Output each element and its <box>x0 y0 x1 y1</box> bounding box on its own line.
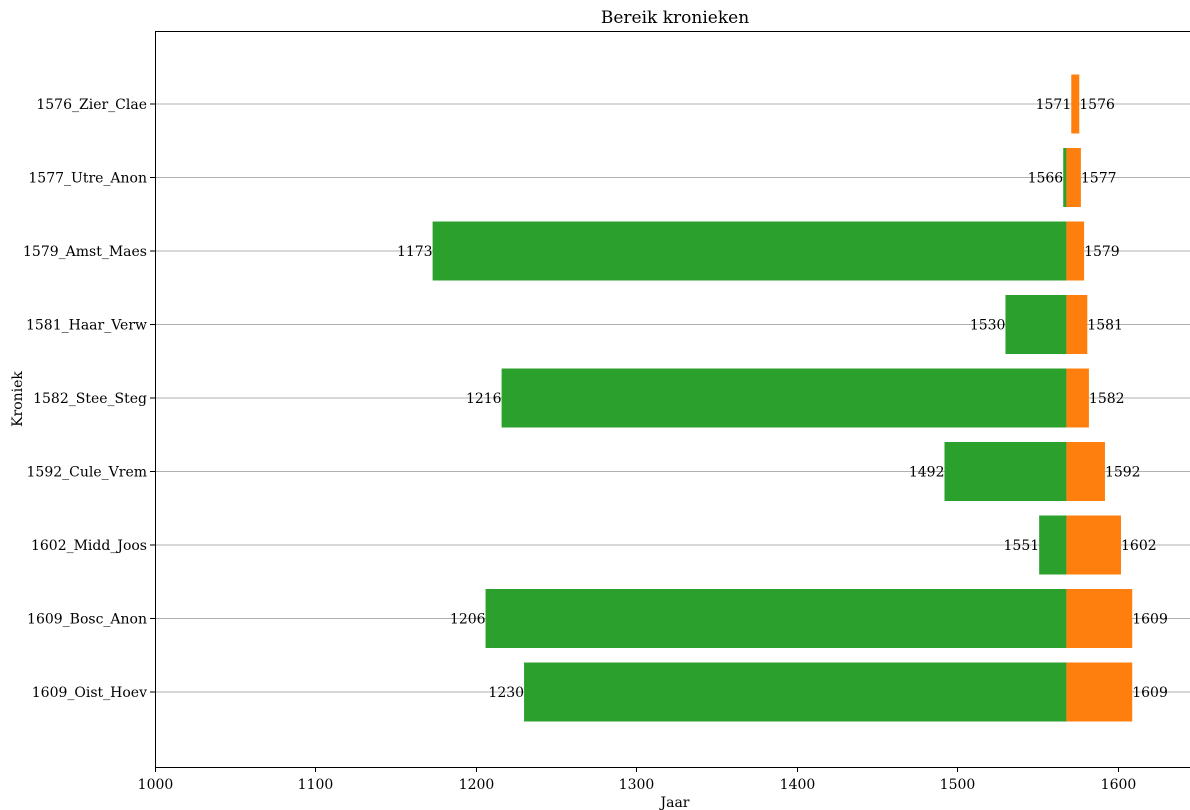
bar-segment-before <box>501 368 1067 428</box>
bar-segment-after <box>1071 74 1080 134</box>
bar-segment-before <box>524 662 1067 722</box>
start-year-label: 1551 <box>1004 538 1040 554</box>
end-year-label: 1576 <box>1079 97 1115 113</box>
bar-segment-after <box>1066 221 1085 281</box>
bar-segment-after <box>1066 589 1133 648</box>
x-tick-label: 1300 <box>619 777 655 793</box>
y-tick-label: 1592_Cule_Vrem <box>27 465 147 481</box>
bar-segment-after <box>1066 368 1089 428</box>
start-year-label: 1230 <box>488 685 524 701</box>
bar-segment-before <box>1063 148 1067 207</box>
ticks: 1000 1100 1200 1300 1400 1500 1600 1576_Zier_Cl… <box>23 97 1136 793</box>
end-year-label: 1609 <box>1132 612 1168 628</box>
bar-segment-before <box>485 589 1067 648</box>
end-year-label: 1581 <box>1087 318 1123 334</box>
y-axis-label: Kroniek <box>10 371 26 427</box>
y-tick-label: 1577_Utre_Anon <box>28 171 147 187</box>
chart-title: Bereik kronieken <box>601 8 749 28</box>
x-tick-label: 1200 <box>459 777 495 793</box>
x-tick-label: 1600 <box>1101 777 1137 793</box>
bar-segment-before <box>1005 295 1067 354</box>
bar-segment-after <box>1066 295 1088 354</box>
end-year-label: 1577 <box>1081 171 1117 187</box>
y-tick-label: 1609_Oist_Hoev <box>32 685 147 701</box>
x-tick-label: 1100 <box>298 777 334 793</box>
data-labels: 1571 1576 1566 1577 1173 1579 1530 1581 1216 1582… <box>397 97 1168 701</box>
start-year-label: 1571 <box>1036 97 1072 113</box>
y-tick-label: 1609_Bosc_Anon <box>27 612 147 628</box>
end-year-label: 1582 <box>1089 391 1125 407</box>
bar-segment-after <box>1066 442 1105 501</box>
end-year-label: 1609 <box>1132 685 1168 701</box>
start-year-label: 1566 <box>1028 171 1064 187</box>
y-tick-label: 1602_Midd_Joos <box>31 538 147 554</box>
end-year-label: 1579 <box>1084 244 1120 260</box>
x-axis-label: Jaar <box>659 795 690 810</box>
start-year-label: 1216 <box>466 391 502 407</box>
x-tick-label: 1000 <box>138 777 174 793</box>
y-tick-label: 1576_Zier_Clae <box>36 97 147 113</box>
start-year-label: 1206 <box>450 612 486 628</box>
bar-segment-before <box>1039 515 1067 575</box>
bar-segment-after <box>1066 662 1133 722</box>
y-tick-label: 1581_Haar_Verw <box>26 318 147 334</box>
end-year-label: 1592 <box>1105 465 1141 481</box>
y-tick-label: 1579_Amst_Maes <box>23 244 147 260</box>
start-year-label: 1530 <box>970 318 1006 334</box>
bars <box>432 74 1133 722</box>
axes <box>155 31 1190 768</box>
end-year-label: 1602 <box>1121 538 1157 554</box>
y-tick-label: 1582_Stee_Steg <box>33 391 147 407</box>
start-year-label: 1173 <box>397 244 433 260</box>
x-tick-label: 1500 <box>940 777 976 793</box>
bar-segment-after <box>1066 515 1121 575</box>
bar-segment-after <box>1066 148 1081 207</box>
bar-segment-before <box>944 442 1067 501</box>
start-year-label: 1492 <box>909 465 945 481</box>
bar-segment-before <box>432 221 1067 281</box>
x-tick-label: 1400 <box>780 777 816 793</box>
